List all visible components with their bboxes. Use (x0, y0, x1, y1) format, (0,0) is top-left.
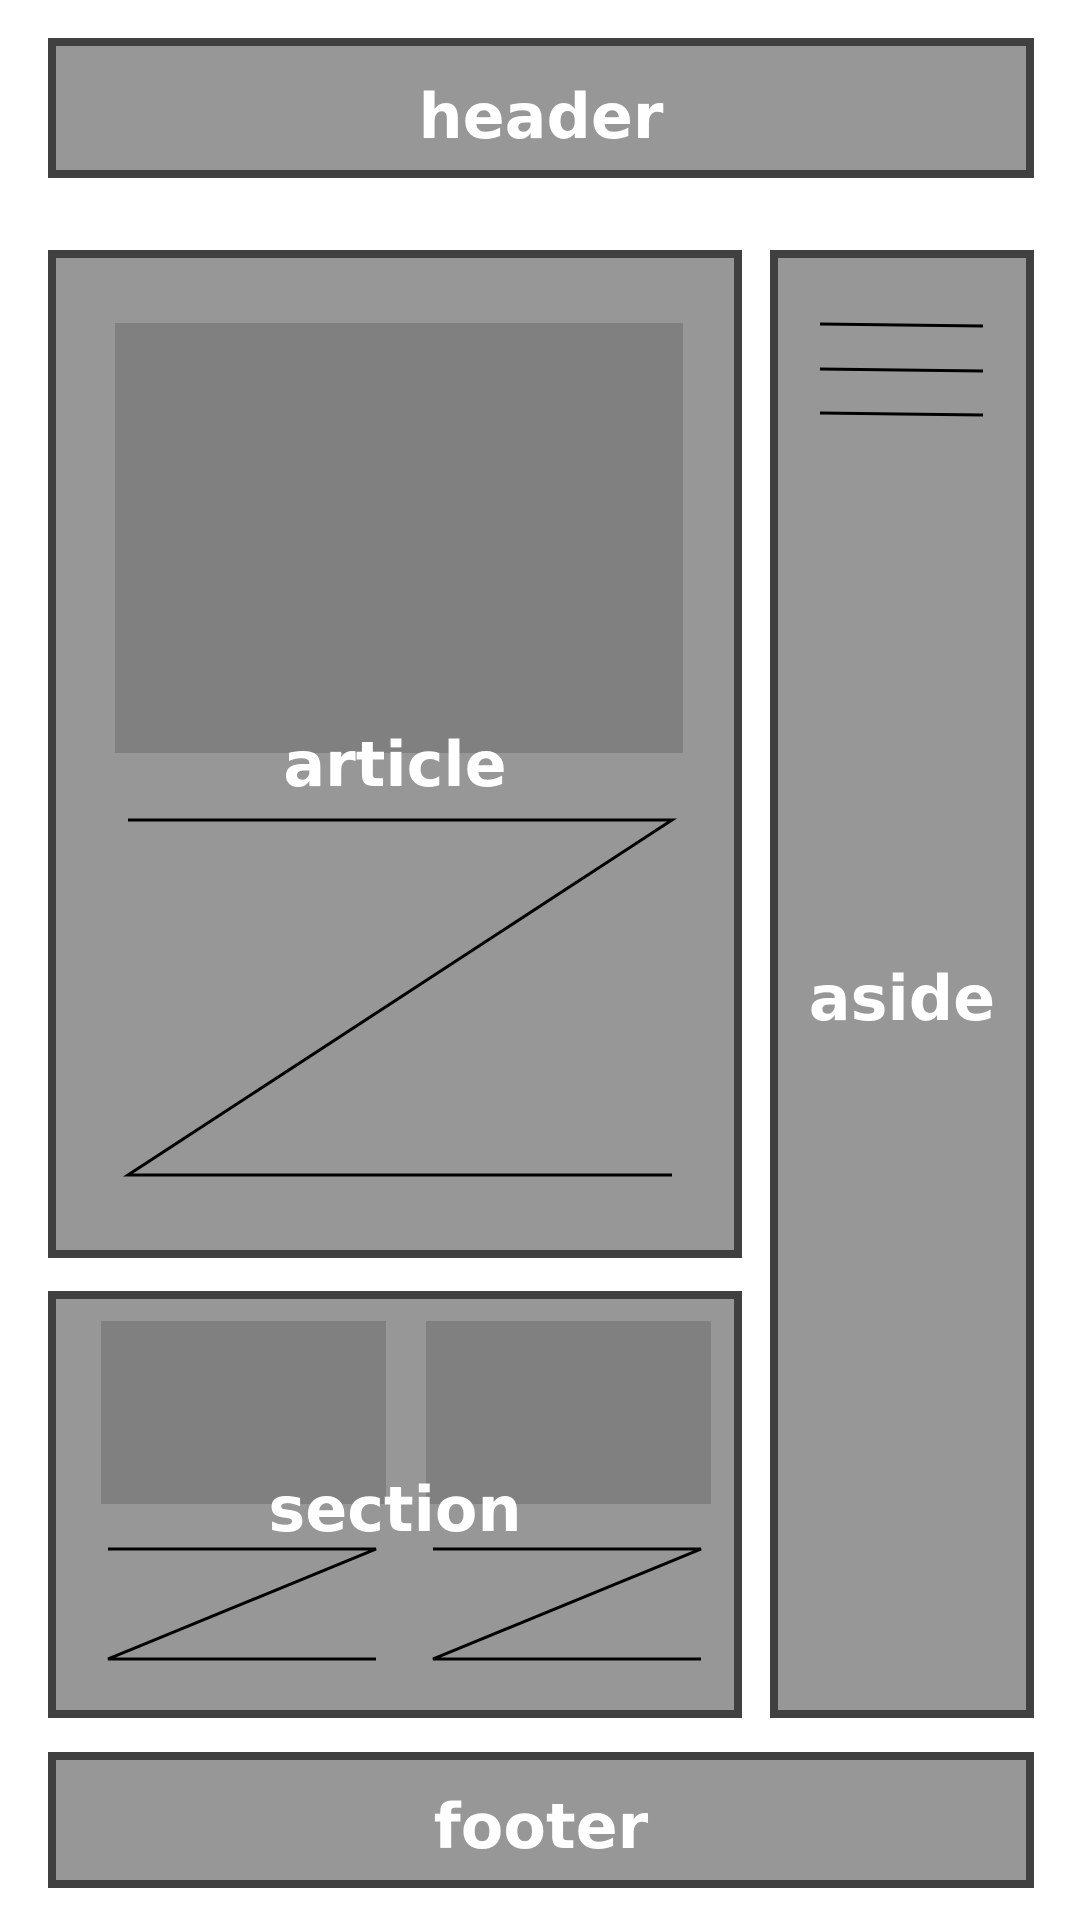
article-image-placeholder (115, 323, 683, 753)
section-label: section (268, 1473, 522, 1546)
section-text-lines (107, 1547, 702, 1661)
aside-text-lines (819, 322, 984, 417)
aside-block: aside (770, 250, 1034, 1718)
footer-block: footer (48, 1752, 1034, 1888)
article-label: article (283, 728, 507, 801)
section-block: section (48, 1291, 742, 1718)
article-block: article (48, 250, 742, 1258)
section-image-placeholder-right (426, 1321, 711, 1504)
footer-label: footer (433, 1790, 649, 1863)
aside-label: aside (808, 962, 996, 1035)
section-image-placeholder-left (101, 1321, 386, 1504)
header-label: header (418, 80, 664, 153)
article-text-lines (122, 818, 678, 1177)
header-block: header (48, 38, 1034, 178)
